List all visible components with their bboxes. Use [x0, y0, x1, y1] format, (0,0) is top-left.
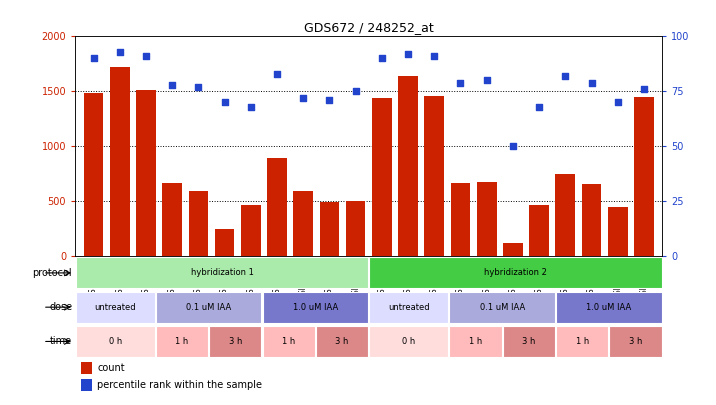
- Bar: [556, 292, 662, 323]
- Text: untreated: untreated: [95, 303, 136, 312]
- Bar: [581, 184, 601, 256]
- Bar: [450, 292, 555, 323]
- Bar: [372, 98, 392, 256]
- Bar: [163, 183, 182, 256]
- Text: 0 h: 0 h: [109, 337, 122, 346]
- Text: untreated: untreated: [388, 303, 430, 312]
- Bar: [609, 326, 662, 357]
- Bar: [346, 201, 365, 256]
- Bar: [319, 202, 339, 256]
- Text: 1 h: 1 h: [576, 337, 589, 346]
- Point: [533, 103, 545, 110]
- Text: 1.0 uM IAA: 1.0 uM IAA: [293, 303, 338, 312]
- Point: [481, 77, 493, 83]
- Bar: [263, 326, 315, 357]
- Point: [376, 55, 387, 62]
- Bar: [76, 258, 368, 288]
- Bar: [156, 292, 261, 323]
- Point: [455, 79, 466, 86]
- Text: 1 h: 1 h: [175, 337, 188, 346]
- Point: [219, 99, 231, 105]
- Point: [271, 70, 283, 77]
- Bar: [294, 191, 313, 256]
- Bar: [503, 326, 555, 357]
- Text: count: count: [97, 363, 125, 373]
- Bar: [110, 67, 130, 256]
- Bar: [267, 158, 287, 256]
- Bar: [608, 207, 627, 256]
- Point: [245, 103, 256, 110]
- Title: GDS672 / 248252_at: GDS672 / 248252_at: [304, 21, 434, 34]
- Text: dose: dose: [49, 302, 72, 312]
- Text: protocol: protocol: [33, 268, 72, 278]
- Bar: [156, 326, 208, 357]
- Text: 0 h: 0 h: [402, 337, 415, 346]
- Point: [166, 81, 178, 88]
- Bar: [634, 97, 654, 256]
- Text: 1.0 uM IAA: 1.0 uM IAA: [586, 303, 632, 312]
- Text: 0.1 uM IAA: 0.1 uM IAA: [186, 303, 231, 312]
- Point: [638, 86, 649, 92]
- Bar: [369, 326, 448, 357]
- Text: 1 h: 1 h: [469, 337, 482, 346]
- Point: [114, 49, 125, 55]
- Bar: [556, 326, 609, 357]
- Bar: [503, 243, 523, 256]
- Bar: [76, 326, 155, 357]
- Bar: [556, 173, 575, 256]
- Bar: [529, 205, 549, 256]
- Bar: [450, 183, 470, 256]
- Point: [88, 55, 100, 62]
- Bar: [188, 190, 208, 256]
- Bar: [84, 94, 103, 256]
- Text: time: time: [50, 337, 72, 346]
- Point: [560, 72, 571, 79]
- Point: [429, 53, 440, 60]
- Bar: [209, 326, 261, 357]
- Bar: [81, 362, 92, 374]
- Point: [350, 88, 362, 94]
- Text: 3 h: 3 h: [335, 337, 349, 346]
- Point: [507, 143, 518, 149]
- Text: 3 h: 3 h: [522, 337, 536, 346]
- Bar: [369, 292, 448, 323]
- Bar: [450, 326, 502, 357]
- Bar: [398, 76, 418, 256]
- Point: [324, 97, 335, 103]
- Bar: [76, 292, 155, 323]
- Bar: [241, 205, 261, 256]
- Bar: [316, 326, 368, 357]
- Text: hybridization 2: hybridization 2: [484, 269, 547, 277]
- Point: [402, 51, 414, 57]
- Bar: [369, 258, 662, 288]
- Point: [612, 99, 624, 105]
- Point: [193, 84, 204, 90]
- Bar: [81, 379, 92, 391]
- Text: 0.1 uM IAA: 0.1 uM IAA: [480, 303, 525, 312]
- Text: 1 h: 1 h: [282, 337, 295, 346]
- Bar: [263, 292, 368, 323]
- Bar: [477, 182, 496, 256]
- Bar: [215, 229, 234, 256]
- Text: hybridization 1: hybridization 1: [190, 269, 253, 277]
- Bar: [136, 90, 156, 256]
- Text: 3 h: 3 h: [629, 337, 642, 346]
- Point: [297, 95, 309, 101]
- Point: [140, 53, 152, 60]
- Point: [586, 79, 597, 86]
- Bar: [425, 96, 444, 256]
- Text: 3 h: 3 h: [228, 337, 242, 346]
- Text: percentile rank within the sample: percentile rank within the sample: [97, 380, 263, 390]
